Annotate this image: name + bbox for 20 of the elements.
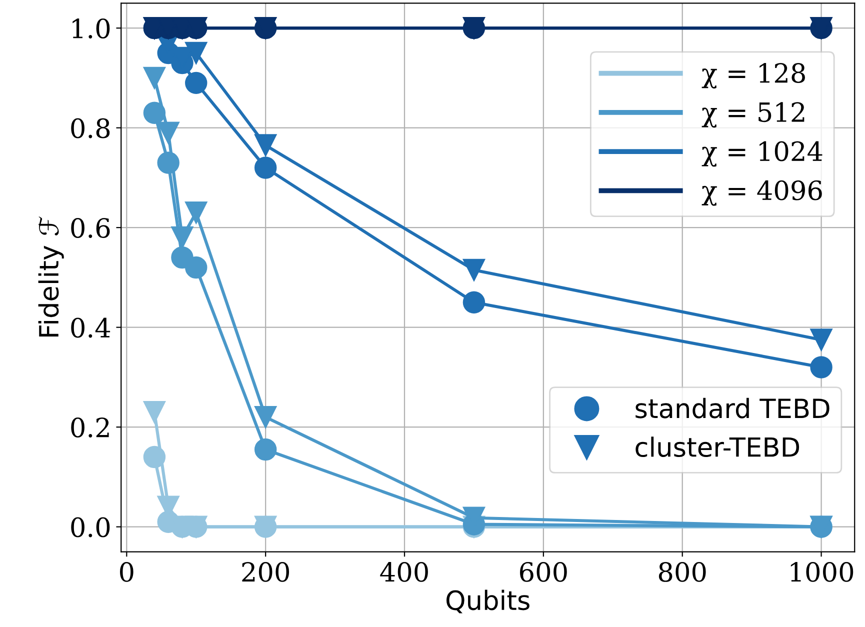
x-tick-label: 1000 [790, 562, 854, 582]
x-tick-label: 200 [242, 562, 290, 582]
annotation: cluster-TEBD [636, 436, 800, 458]
annotation: standard TEBD [636, 398, 830, 418]
x-axis-title: Qubits [446, 590, 530, 614]
x-tick-label: 400 [380, 562, 428, 582]
legend-label: χ = 1024 [702, 141, 822, 167]
y-tick-label: 0.2 [71, 418, 109, 438]
x-tick-label: 0 [120, 562, 134, 582]
y-tick-label: 0.4 [71, 318, 110, 338]
x-tick-label: 800 [658, 562, 706, 582]
y-tick-label: 0.0 [71, 517, 110, 538]
y-axis-title: Fidelity ℱ [38, 216, 64, 337]
y-tick-label: 1.0 [72, 18, 110, 38]
x-tick-label: 600 [520, 562, 567, 582]
y-tick-label: 0.8 [71, 118, 110, 138]
legend-label: χ = 512 [702, 102, 804, 128]
y-tick-label: 0.6 [71, 218, 110, 238]
legend-label: χ = 128 [702, 63, 805, 88]
legend-label: χ = 4096 [702, 180, 822, 206]
